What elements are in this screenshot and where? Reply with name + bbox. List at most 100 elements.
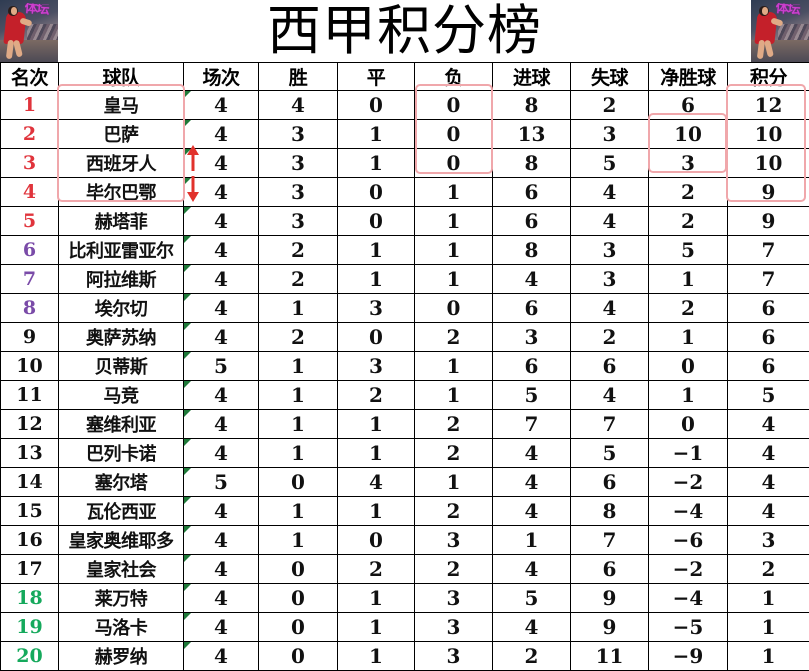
ga-cell: 4	[571, 178, 649, 207]
win-cell: 2	[259, 323, 338, 352]
ga-cell: 5	[571, 149, 649, 178]
column-header-ga: 失球	[571, 63, 649, 91]
draw-cell: 0	[338, 207, 415, 236]
gd-cell: 0	[649, 410, 728, 439]
played-cell: 5	[184, 468, 259, 497]
loss-cell: 2	[415, 323, 493, 352]
win-cell: 0	[259, 468, 338, 497]
gd-cell: 1	[649, 265, 728, 294]
gf-cell: 3	[493, 323, 571, 352]
rank-cell: 7	[1, 265, 59, 294]
loss-cell: 1	[415, 178, 493, 207]
gf-cell: 8	[493, 149, 571, 178]
ga-cell: 4	[571, 381, 649, 410]
points-cell: 6	[728, 294, 809, 323]
draw-cell: 1	[338, 120, 415, 149]
column-header-gd: 净胜球	[649, 63, 728, 91]
win-cell: 0	[259, 613, 338, 642]
played-cell: 4	[184, 120, 259, 149]
loss-cell: 0	[415, 120, 493, 149]
played-cell: 4	[184, 236, 259, 265]
team-name-cell: 毕尔巴鄂	[59, 178, 184, 207]
loss-cell: 2	[415, 497, 493, 526]
loss-cell: 1	[415, 207, 493, 236]
played-cell: 4	[184, 178, 259, 207]
ga-cell: 7	[571, 526, 649, 555]
column-header-gf: 进球	[493, 63, 571, 91]
rank-cell: 8	[1, 294, 59, 323]
team-name-cell: 皇家社会	[59, 555, 184, 584]
team-name-cell: 埃尔切	[59, 294, 184, 323]
gd-cell: 10	[649, 120, 728, 149]
team-name-cell: 赫罗纳	[59, 642, 184, 671]
win-cell: 0	[259, 584, 338, 613]
team-name-cell: 巴萨	[59, 120, 184, 149]
gf-cell: 4	[493, 613, 571, 642]
played-cell: 4	[184, 613, 259, 642]
rank-cell: 9	[1, 323, 59, 352]
points-cell: 9	[728, 178, 809, 207]
gd-cell: −1	[649, 439, 728, 468]
played-cell: 4	[184, 439, 259, 468]
ga-cell: 2	[571, 323, 649, 352]
win-cell: 4	[259, 91, 338, 120]
ga-cell: 6	[571, 468, 649, 497]
loss-cell: 3	[415, 584, 493, 613]
column-header-team: 球队	[59, 63, 184, 91]
ga-cell: 6	[571, 352, 649, 381]
gf-cell: 8	[493, 91, 571, 120]
table-header-row: 名次球队场次胜平负进球失球净胜球积分	[1, 63, 809, 91]
gf-cell: 2	[493, 642, 571, 671]
draw-cell: 1	[338, 439, 415, 468]
team-name-cell: 瓦伦西亚	[59, 497, 184, 526]
rank-cell: 1	[1, 91, 59, 120]
draw-cell: 1	[338, 265, 415, 294]
column-header-rank: 名次	[1, 63, 59, 91]
loss-cell: 2	[415, 555, 493, 584]
corner-image-right: 体坛	[751, 0, 809, 62]
ga-cell: 9	[571, 584, 649, 613]
win-cell: 3	[259, 207, 338, 236]
rank-cell: 15	[1, 497, 59, 526]
column-header-draw: 平	[338, 63, 415, 91]
draw-cell: 3	[338, 294, 415, 323]
gf-cell: 6	[493, 207, 571, 236]
points-cell: 2	[728, 555, 809, 584]
team-name-cell: 莱万特	[59, 584, 184, 613]
loss-cell: 3	[415, 613, 493, 642]
win-cell: 0	[259, 642, 338, 671]
win-cell: 3	[259, 178, 338, 207]
gd-cell: 0	[649, 352, 728, 381]
ga-cell: 3	[571, 265, 649, 294]
played-cell: 4	[184, 584, 259, 613]
rank-cell: 6	[1, 236, 59, 265]
team-name-cell: 比利亚雷亚尔	[59, 236, 184, 265]
rank-cell: 19	[1, 613, 59, 642]
draw-cell: 1	[338, 584, 415, 613]
loss-cell: 3	[415, 526, 493, 555]
gd-cell: 5	[649, 236, 728, 265]
gd-cell: 1	[649, 381, 728, 410]
win-cell: 3	[259, 149, 338, 178]
win-cell: 1	[259, 439, 338, 468]
team-name-cell: 皇马	[59, 91, 184, 120]
points-cell: 1	[728, 613, 809, 642]
played-cell: 4	[184, 294, 259, 323]
points-cell: 9	[728, 207, 809, 236]
gf-cell: 4	[493, 265, 571, 294]
gd-cell: −2	[649, 555, 728, 584]
gd-cell: 3	[649, 149, 728, 178]
points-cell: 7	[728, 236, 809, 265]
rank-cell: 5	[1, 207, 59, 236]
rank-cell: 18	[1, 584, 59, 613]
draw-cell: 0	[338, 323, 415, 352]
